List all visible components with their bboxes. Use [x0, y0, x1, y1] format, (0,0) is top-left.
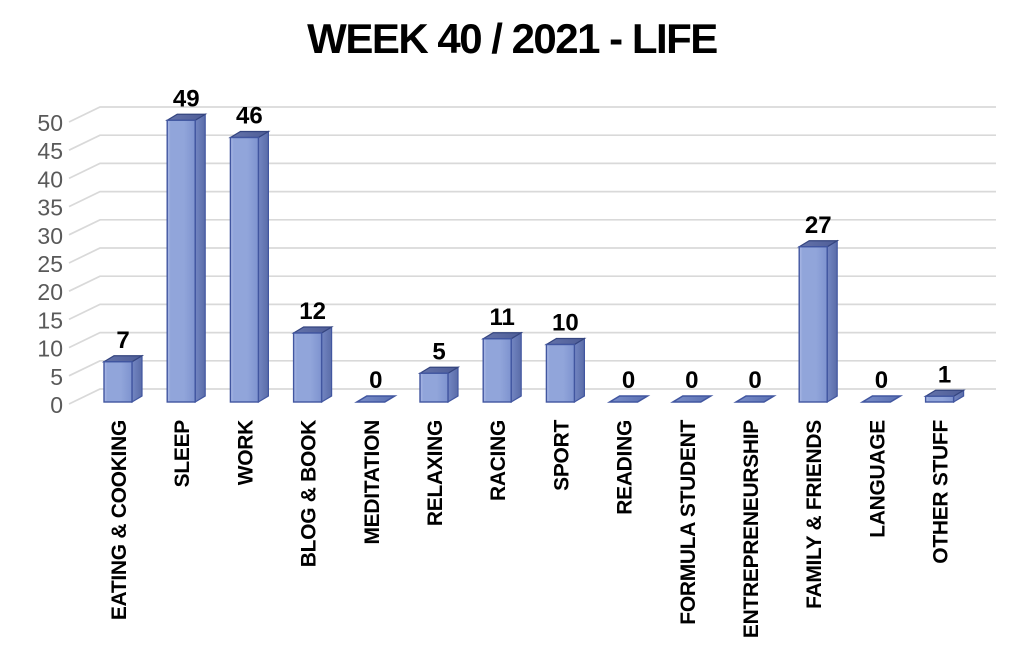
bars — [101, 113, 966, 404]
bar-racing — [481, 331, 524, 404]
category-label: RELAXING — [424, 420, 447, 526]
bar-side-face — [257, 130, 269, 404]
gridline-10 — [68, 331, 996, 349]
bar-front-face — [798, 246, 828, 403]
bar-front-face — [419, 372, 449, 403]
category-label: BLOG & BOOK — [298, 420, 321, 567]
y-axis-label: 45 — [37, 138, 63, 164]
value-label: 0 — [622, 367, 635, 394]
gridline-35 — [68, 190, 996, 208]
bar-sport — [544, 337, 587, 404]
bar-formula-student — [670, 395, 714, 403]
bar-zero-face — [733, 395, 777, 403]
category-label: OTHER STUFF — [930, 420, 953, 564]
bar-meditation — [354, 395, 398, 403]
bar-side-face — [194, 113, 206, 404]
y-axis-label: 30 — [37, 223, 63, 249]
value-label: 5 — [432, 338, 445, 365]
gridline-45 — [68, 134, 996, 151]
category-label: FAMILY & FRIENDS — [803, 420, 826, 609]
value-label: 49 — [173, 85, 200, 112]
bar-side-face — [510, 331, 522, 404]
category-labels: EATING & COOKING SLEEP WORK BLOG & BOOK MEDI… — [108, 420, 953, 639]
category-label: FORMULA STUDENT — [677, 420, 700, 625]
bar-front-face — [545, 343, 576, 403]
gridlines — [68, 106, 996, 405]
y-axis-label: 20 — [37, 279, 63, 305]
bar-zero-face — [606, 395, 651, 403]
gridline-25 — [68, 247, 996, 264]
chart-title: WEEK 40 / 2021 - LIFE — [307, 15, 718, 62]
category-label: LANGUAGE — [866, 420, 889, 538]
category-label: SPORT — [550, 420, 573, 491]
value-label: 0 — [875, 367, 888, 394]
value-label: 27 — [805, 212, 832, 239]
bar-front-face — [229, 136, 260, 403]
value-label: 11 — [490, 304, 515, 331]
category-label: READING — [614, 420, 637, 515]
y-axis-label: 0 — [50, 392, 63, 418]
gridline-20 — [68, 275, 996, 292]
gridline-15 — [68, 303, 996, 321]
category-label: RACING — [487, 420, 510, 501]
value-label: 46 — [236, 103, 263, 130]
bar-front-face — [924, 395, 955, 403]
bar-side-face — [826, 239, 838, 404]
y-axis-label: 25 — [37, 251, 63, 277]
value-label: 0 — [685, 367, 698, 394]
bar-zero-face — [859, 395, 904, 403]
bar-side-face — [321, 325, 333, 404]
bar-family-friends — [797, 239, 840, 404]
category-label: WORK — [234, 420, 257, 485]
y-axis-label: 35 — [37, 195, 63, 221]
category-label: MEDITATION — [361, 420, 384, 545]
value-label: 7 — [116, 327, 129, 354]
y-axis-label: 5 — [50, 364, 63, 390]
bar-side-face — [131, 354, 143, 404]
value-label: 1 — [938, 361, 951, 388]
gridline-40 — [68, 162, 996, 180]
bar-reading — [606, 395, 651, 403]
gridline-30 — [68, 218, 996, 236]
bar-relaxing — [417, 366, 461, 404]
bar-blog-book — [291, 325, 334, 404]
gridline-5 — [68, 359, 996, 377]
bar-zero-face — [670, 395, 714, 403]
gridline-0 — [68, 388, 996, 405]
bar-front-face — [482, 338, 512, 403]
value-label: 0 — [748, 367, 761, 394]
value-label: 10 — [552, 310, 579, 337]
y-axis-label: 40 — [37, 166, 63, 192]
bar-side-face — [573, 337, 586, 404]
category-label: ENTREPRENEURSHIP — [740, 420, 763, 638]
bar-entrepreneurship — [733, 395, 777, 403]
bar-work — [228, 130, 271, 404]
bar-eating-cooking — [101, 354, 145, 404]
bar-language — [859, 395, 904, 403]
bar-front-face — [166, 119, 196, 403]
gridline-50 — [68, 106, 996, 123]
bar-zero-face — [354, 395, 398, 403]
bar-front-face — [103, 361, 133, 403]
bar-sleep — [165, 113, 208, 404]
value-labels: 7 49 46 12 0 5 11 10 0 0 0 27 0 1 — [116, 85, 951, 394]
category-label: SLEEP — [171, 420, 194, 488]
bar-front-face — [292, 332, 323, 403]
value-label: 12 — [299, 298, 326, 325]
value-label: 0 — [369, 367, 382, 394]
y-axis-label: 10 — [37, 336, 63, 362]
y-axis-label: 50 — [37, 110, 63, 136]
bar-other-stuff — [923, 389, 966, 404]
y-axis-label: 15 — [37, 307, 63, 333]
category-label: EATING & COOKING — [108, 420, 131, 620]
